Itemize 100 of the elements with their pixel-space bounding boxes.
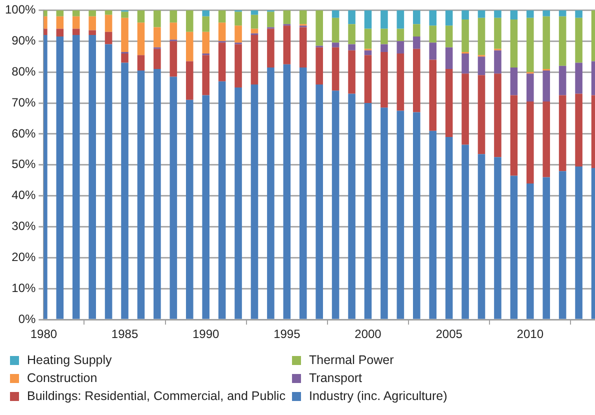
bar	[88, 10, 96, 16]
bar	[575, 18, 582, 63]
bar	[445, 10, 453, 26]
bar	[154, 68, 161, 319]
bar	[542, 70, 550, 102]
bar	[462, 74, 469, 145]
bar	[526, 10, 534, 18]
bar	[526, 18, 534, 72]
bar	[186, 100, 194, 319]
bar	[348, 94, 356, 319]
legend-label: Transport	[309, 371, 362, 385]
bar	[332, 42, 340, 48]
bar	[542, 177, 550, 319]
bar	[299, 10, 307, 24]
bar	[380, 28, 388, 44]
x-tick-label: 2005	[436, 327, 463, 342]
bar	[429, 42, 436, 60]
legend-label: Construction	[27, 371, 98, 385]
legend-label: Heating Supply	[27, 353, 112, 367]
bar	[412, 48, 420, 112]
bar	[542, 10, 550, 16]
bar	[234, 26, 242, 43]
x-tick-label: 2000	[354, 327, 382, 342]
bar	[218, 42, 226, 82]
bar	[494, 74, 502, 158]
bar	[202, 32, 210, 54]
bar	[558, 10, 566, 16]
bar	[462, 10, 469, 20]
bar	[250, 34, 258, 84]
bar	[88, 34, 96, 319]
bar	[137, 70, 145, 319]
bar	[267, 12, 274, 28]
bar	[121, 62, 128, 319]
bar	[234, 12, 242, 26]
bar	[283, 64, 291, 319]
bar	[137, 22, 145, 56]
bar	[478, 18, 486, 56]
bar	[267, 28, 274, 68]
bar	[380, 44, 388, 52]
bar	[494, 10, 502, 18]
x-tick-label: 1995	[274, 327, 301, 342]
bar	[88, 30, 96, 35]
bar	[526, 101, 534, 184]
bar	[56, 36, 64, 319]
x-tick-label: 2010	[516, 327, 544, 342]
bar	[348, 10, 356, 24]
bar	[154, 27, 161, 48]
bar	[494, 157, 502, 319]
bar	[348, 24, 356, 44]
bar	[364, 55, 372, 104]
bar	[526, 74, 534, 102]
bar	[364, 10, 372, 29]
bar	[429, 60, 436, 131]
bar	[316, 47, 323, 84]
bar	[202, 55, 210, 96]
bar	[348, 44, 356, 50]
bar	[462, 54, 469, 74]
y-tick-label: 40%	[12, 188, 36, 202]
bar	[575, 62, 582, 94]
bar	[234, 44, 242, 88]
bar	[478, 75, 486, 154]
bar	[104, 32, 112, 44]
bar	[121, 18, 128, 52]
bar	[104, 10, 112, 15]
bar	[72, 28, 80, 35]
bar	[558, 95, 566, 172]
bar	[542, 16, 550, 69]
y-tick-label: 50%	[12, 157, 36, 172]
bar	[283, 26, 291, 64]
bar	[575, 94, 582, 166]
bar	[380, 52, 388, 108]
bar	[445, 137, 453, 319]
bar	[170, 10, 178, 23]
legend-label: Thermal Power	[309, 353, 394, 367]
bar	[462, 19, 469, 52]
bar	[104, 14, 112, 32]
bar	[121, 54, 128, 63]
bar	[396, 110, 404, 319]
bar	[56, 16, 64, 29]
legend-label: Buildings: Residential, Commercial, and Public	[27, 389, 286, 403]
bar	[364, 50, 372, 56]
bar	[412, 10, 420, 24]
bar	[299, 67, 307, 319]
y-tick-label: 0%	[18, 312, 36, 326]
bar	[332, 90, 340, 319]
bar	[154, 10, 161, 28]
bar	[558, 66, 566, 96]
bar	[364, 28, 372, 49]
y-tick-label: 90%	[12, 33, 36, 48]
bar	[137, 55, 145, 71]
bar	[396, 28, 404, 42]
bar	[445, 47, 453, 69]
bar	[510, 176, 518, 319]
bar	[170, 76, 178, 319]
bar	[154, 48, 161, 69]
bar	[234, 88, 242, 319]
bar	[526, 183, 534, 319]
bar	[316, 84, 323, 319]
bar	[72, 10, 80, 16]
bar	[202, 16, 210, 32]
